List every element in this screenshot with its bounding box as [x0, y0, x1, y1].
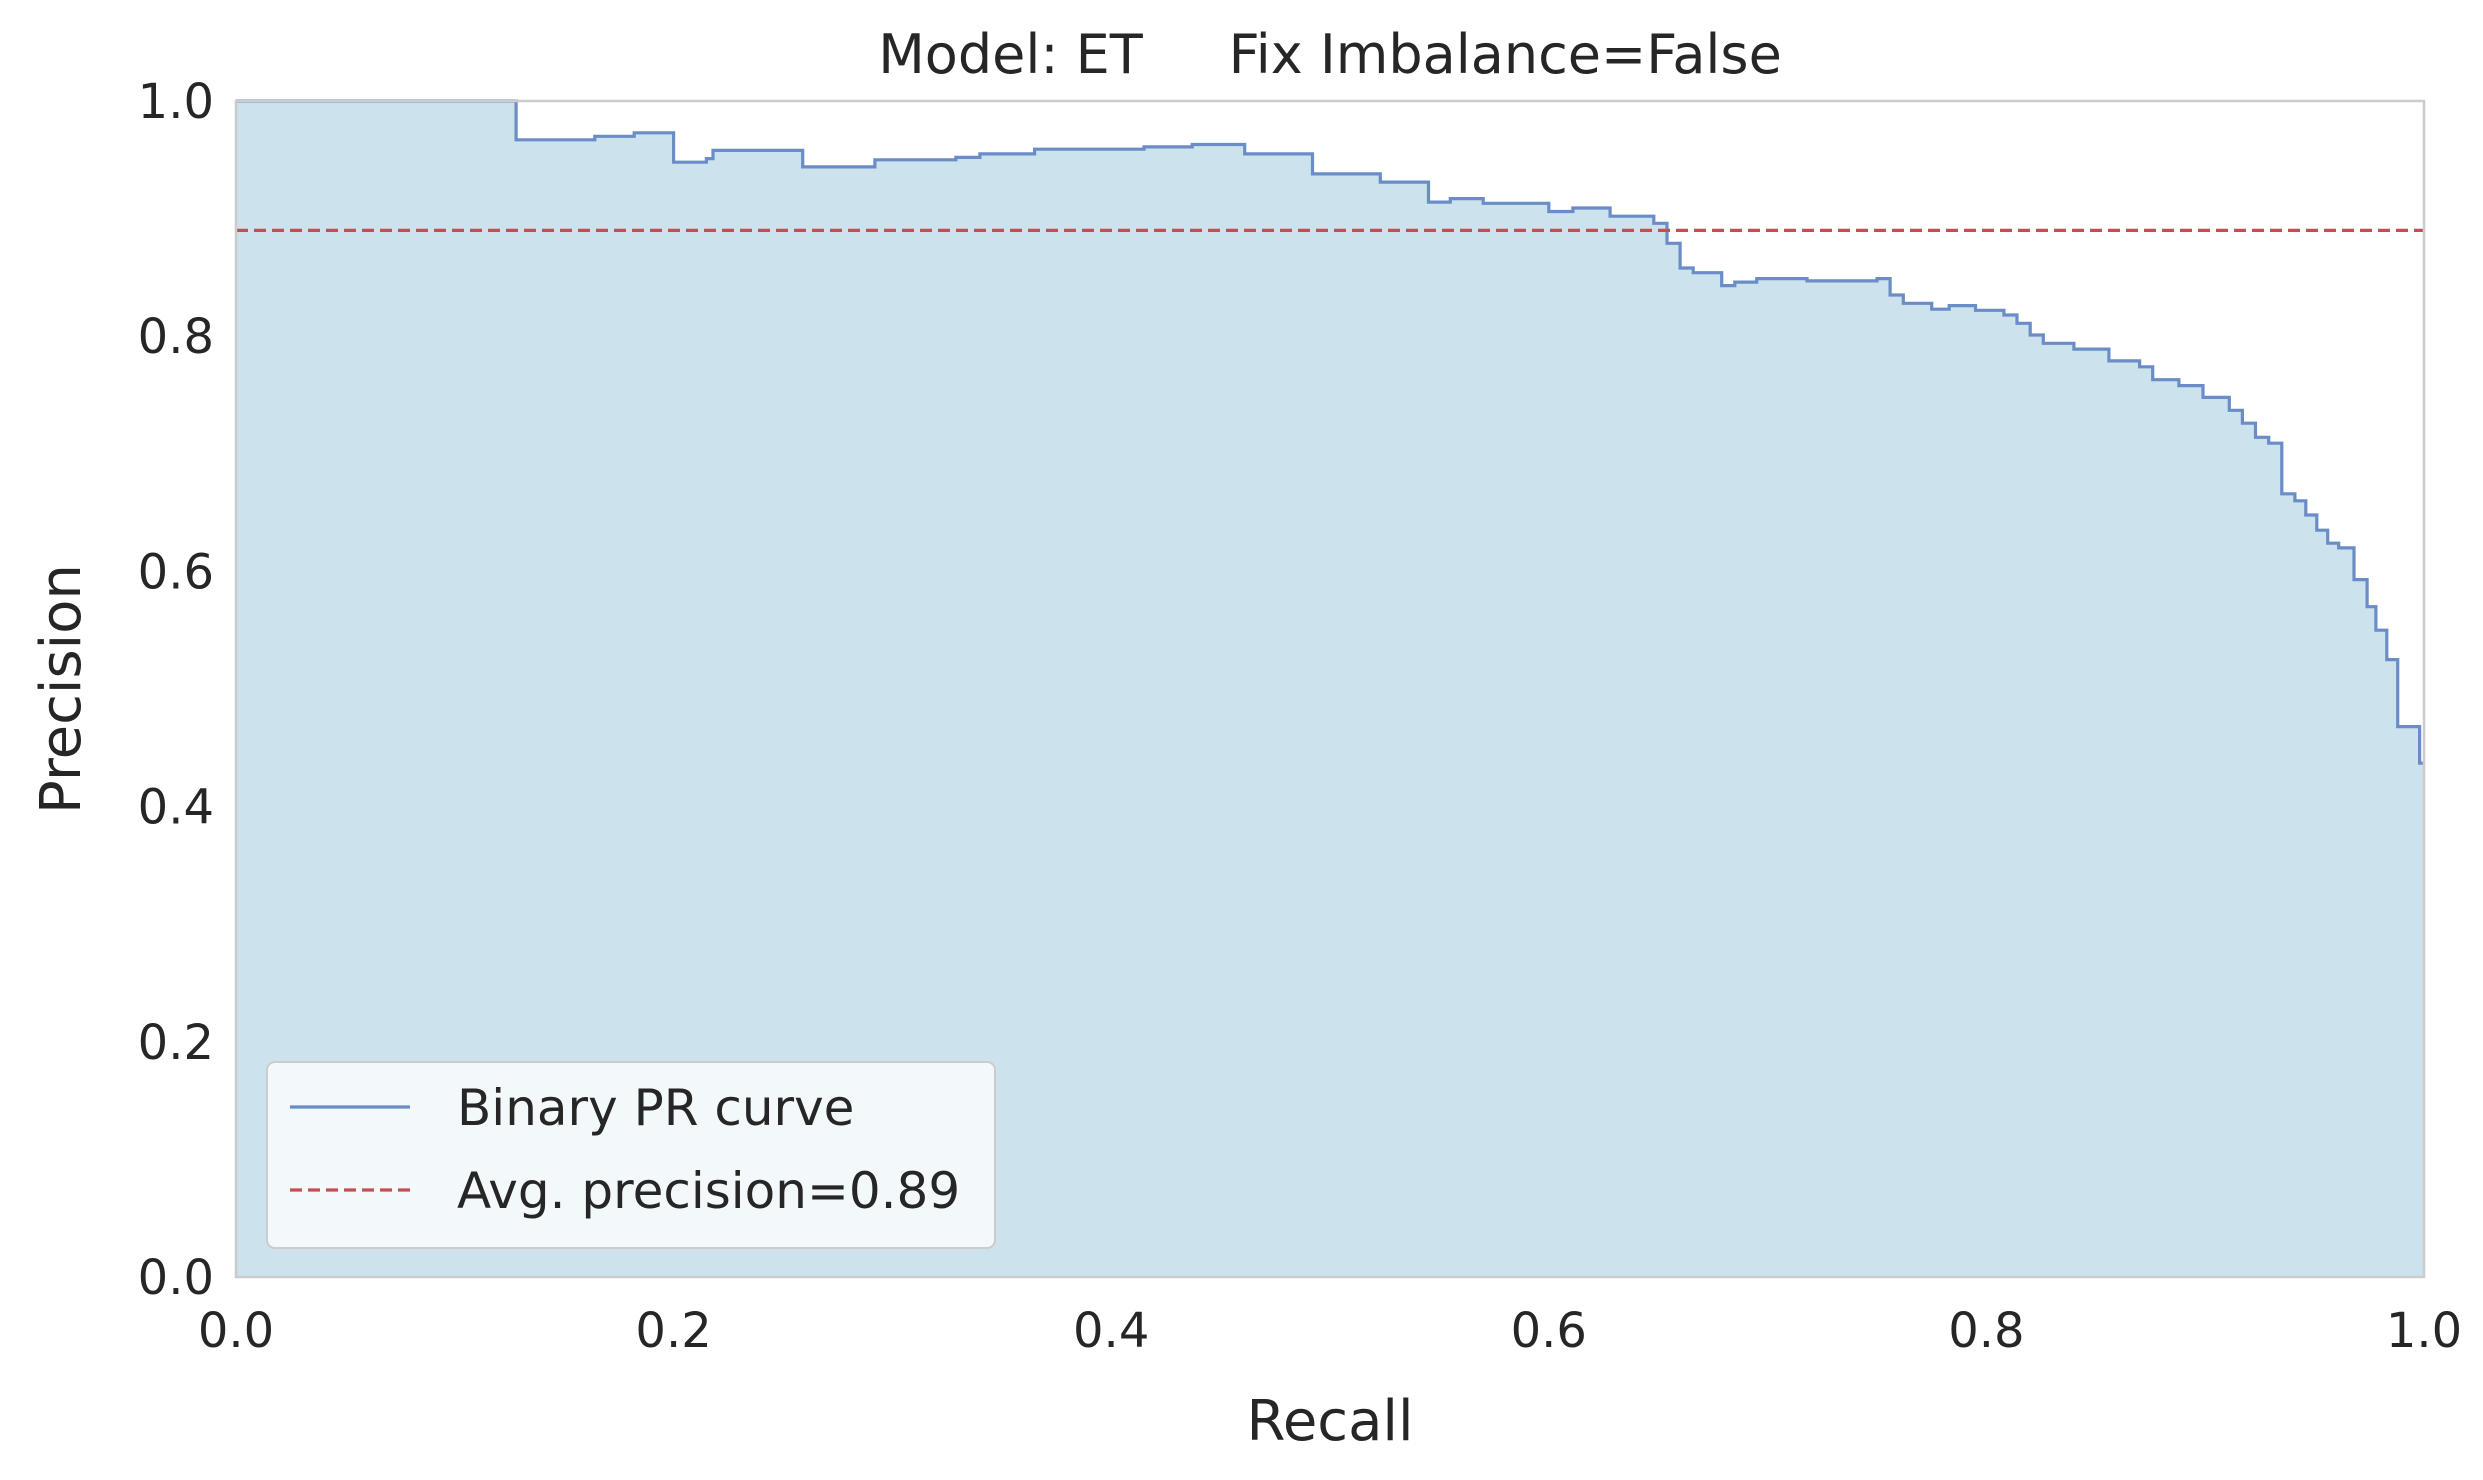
x-tick-label: 0.4: [1073, 1303, 1149, 1359]
x-axis-label: Recall: [1246, 1389, 1413, 1454]
y-axis-label: Precision: [29, 564, 94, 814]
chart-title: Model: ET Fix Imbalance=False: [878, 23, 1782, 86]
plot-area: [234, 99, 2426, 1279]
y-tick-label: 1.0: [138, 74, 214, 130]
legend-box: [266, 1061, 996, 1249]
legend: Binary PR curve Avg. precision=0.89: [266, 1061, 996, 1249]
legend-label-pr-curve: Binary PR curve: [457, 1079, 854, 1137]
x-tick-label: 0.2: [635, 1303, 711, 1359]
y-tick-label: 0.2: [138, 1015, 214, 1071]
x-tick-label: 0.8: [1948, 1303, 2024, 1359]
x-tick-label: 1.0: [2386, 1303, 2462, 1359]
y-tick-label: 0.8: [138, 309, 214, 365]
y-tick-label: 0.0: [138, 1250, 214, 1306]
axis-ticks: 0.0 0.2 0.4 0.6 0.8 1.0 0.0 0.2 0.4 0.6 0.8 1.0: [138, 74, 2463, 1359]
x-tick-label: 0.6: [1511, 1303, 1587, 1359]
pr-curve-line: [236, 99, 2424, 765]
y-tick-label: 0.4: [138, 780, 214, 836]
pr-curve-fill-area: [236, 101, 2424, 1277]
x-tick-label: 0.0: [198, 1303, 274, 1359]
y-tick-label: 0.6: [138, 544, 214, 600]
plot-frame: [234, 99, 2426, 1279]
legend-label-avg-precision: Avg. precision=0.89: [457, 1162, 960, 1220]
